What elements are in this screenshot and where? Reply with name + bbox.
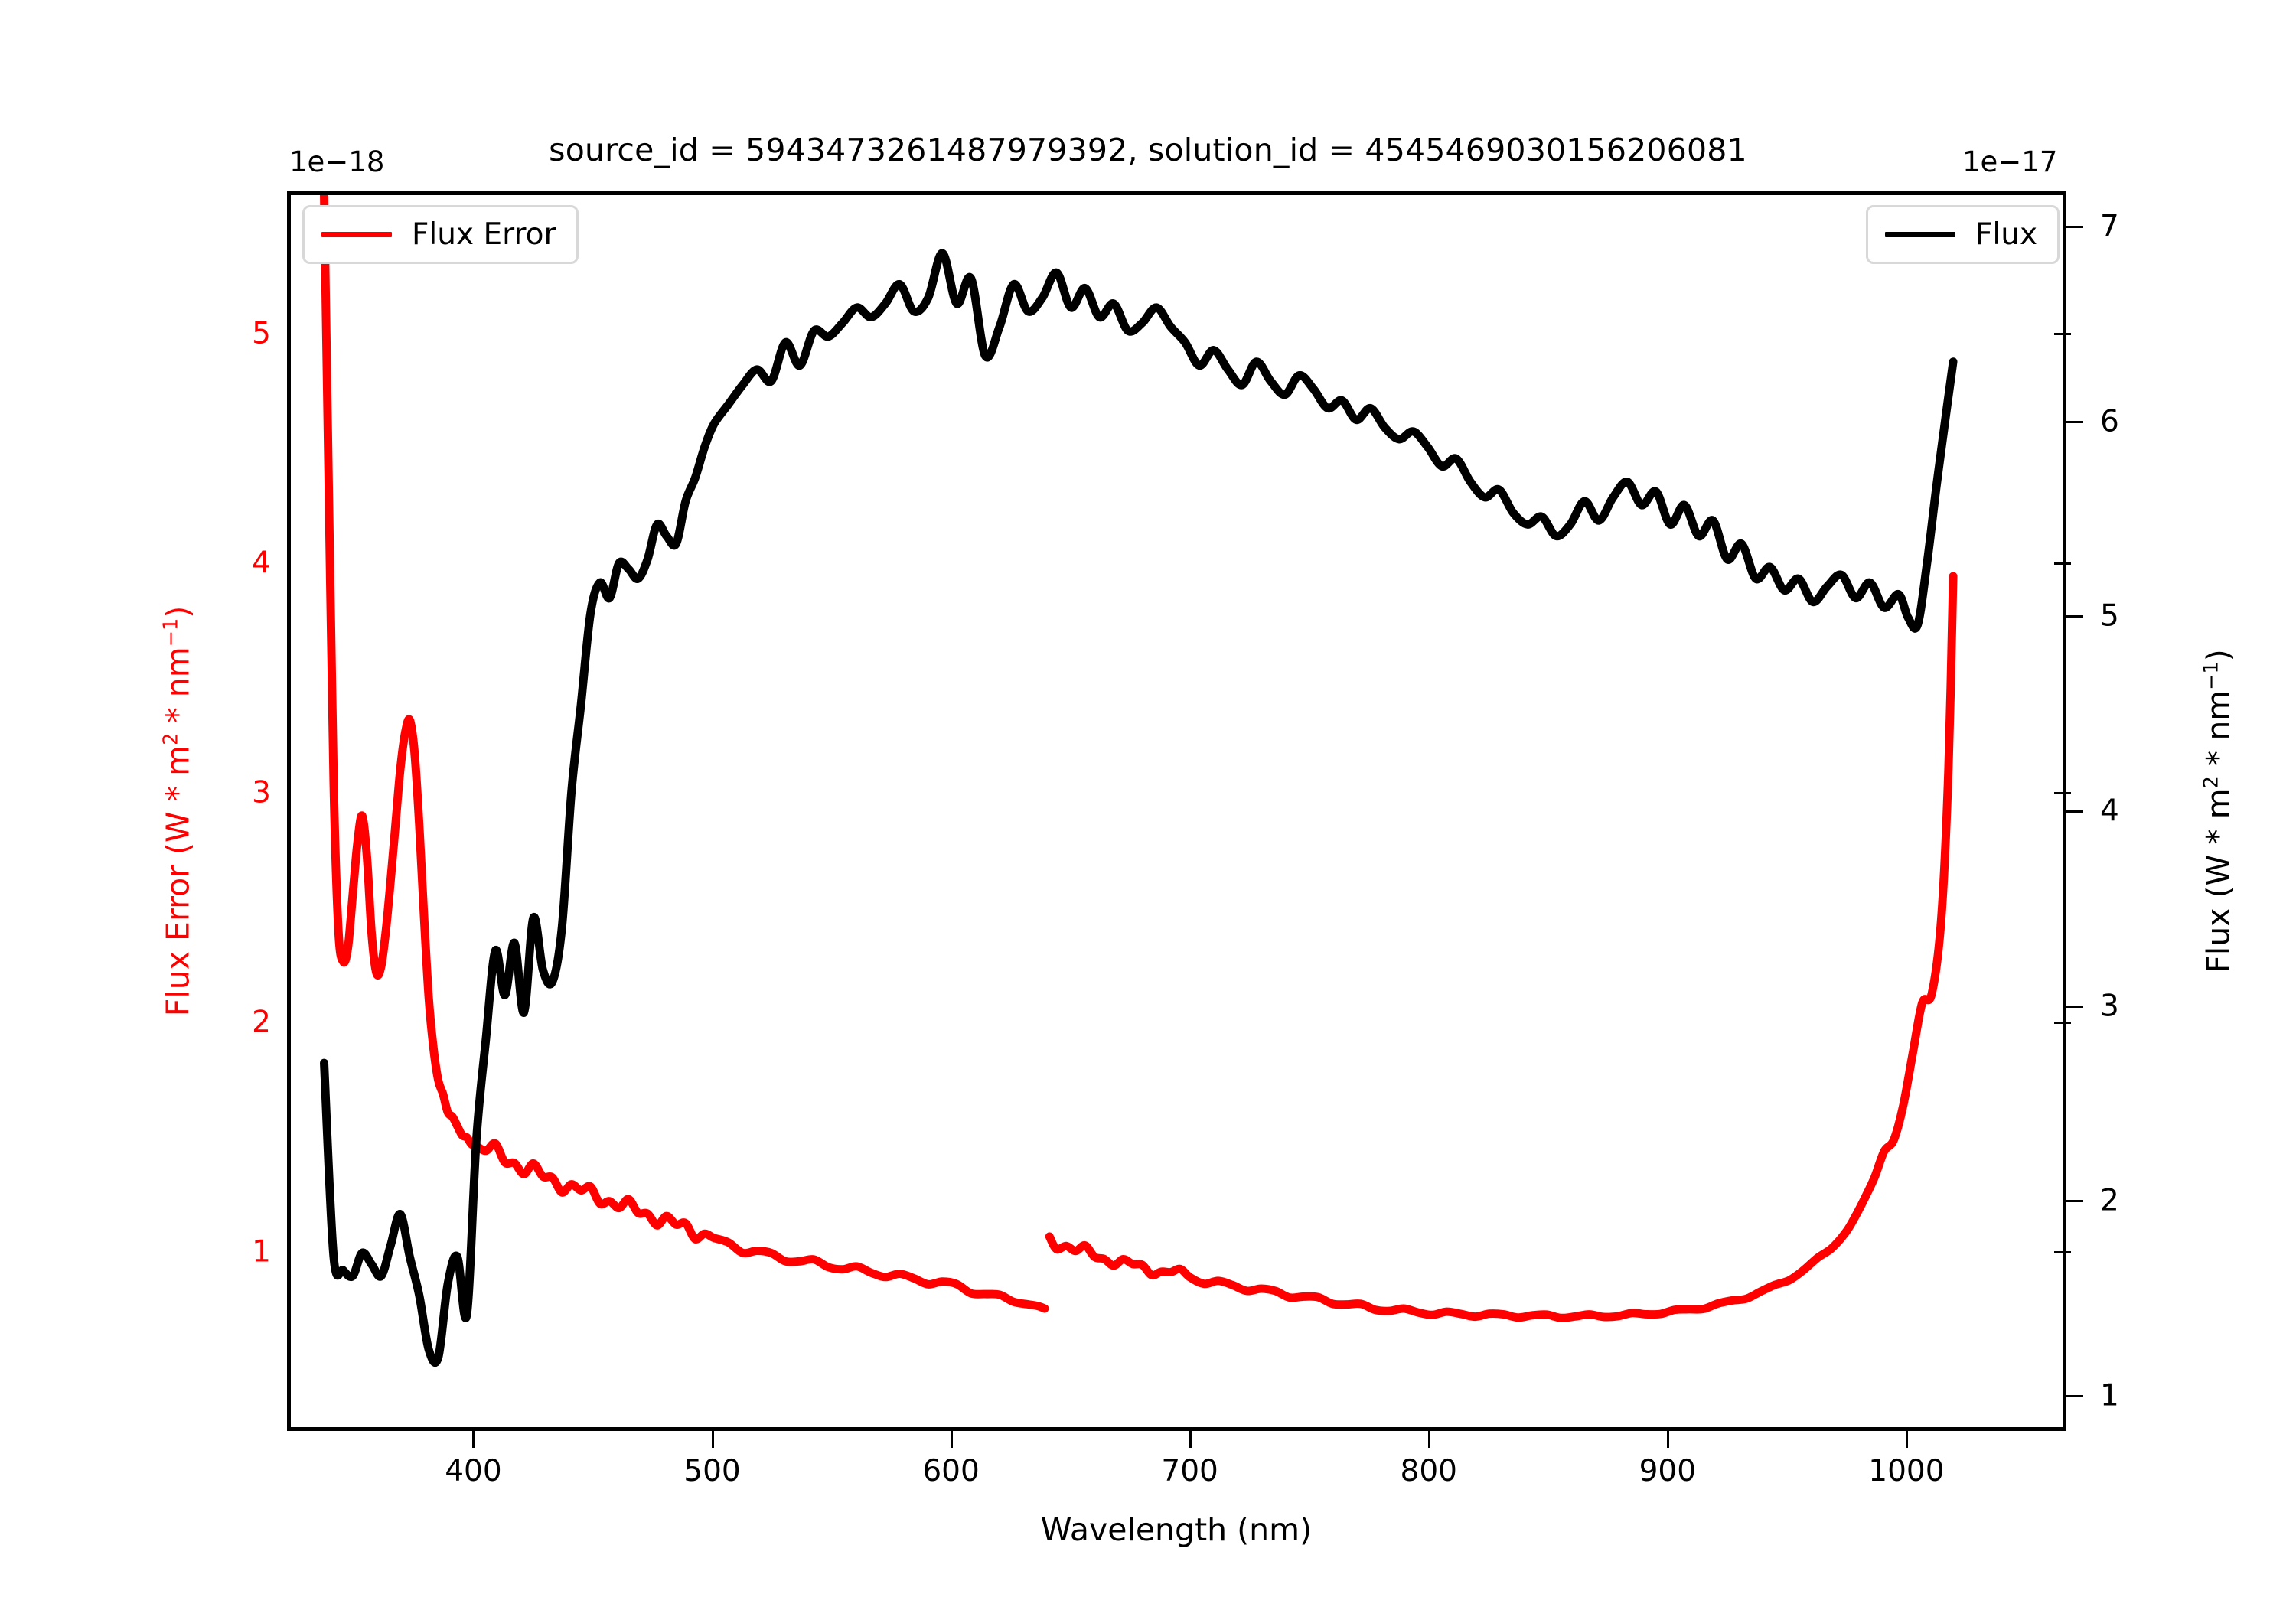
right-axis-tick-label: 4 [2100, 794, 2119, 829]
right-axis-tick [2066, 420, 2083, 423]
left-axis-tick-label: 5 [252, 316, 271, 351]
left-axis-tick [2054, 562, 2071, 565]
left-axis-tick [2054, 792, 2071, 794]
legend-line-flux-error [321, 232, 392, 237]
right-axis-tick-label: 1 [2100, 1378, 2119, 1413]
left-axis-tick-label: 4 [252, 546, 271, 581]
right-axis-tick-label: 5 [2100, 598, 2119, 634]
legend-label-flux-error: Flux Error [412, 217, 556, 252]
right-axis-offset-label: 1e−17 [1962, 145, 2058, 178]
x-axis-tick [950, 1431, 953, 1448]
x-axis-tick-label: 600 [922, 1454, 980, 1488]
x-axis-tick-label: 500 [683, 1454, 741, 1488]
legend-flux[interactable]: Flux [1866, 205, 2060, 264]
flux-curve [320, 249, 1958, 1367]
right-axis-tick-label: 2 [2100, 1183, 2119, 1218]
left-axis-tick-label: 2 [252, 1005, 271, 1040]
spectrum-curves [320, 195, 1958, 1367]
right-axis-tick [2066, 1200, 2083, 1203]
flux-error-curve [320, 195, 1958, 1322]
right-axis-tick [2066, 810, 2083, 813]
x-axis-tick [1189, 1431, 1192, 1448]
left-axis-tick [2054, 1251, 2071, 1253]
legend-label-flux: Flux [1975, 217, 2038, 252]
x-axis-tick-label: 1000 [1868, 1454, 1945, 1488]
x-axis-tick [1666, 1431, 1669, 1448]
legend-flux-error[interactable]: Flux Error [302, 205, 579, 264]
x-axis-tick-label: 700 [1161, 1454, 1218, 1488]
right-axis-tick-label: 3 [2100, 989, 2119, 1024]
x-axis-tick [1905, 1431, 1908, 1448]
plot-axes-frame [287, 191, 2066, 1431]
x-axis-tick-label: 900 [1639, 1454, 1697, 1488]
right-axis-tick [2066, 1005, 2083, 1008]
left-axis-label: Flux Error (W * m2 * nm−1) [158, 605, 197, 1017]
right-axis-tick-label: 6 [2100, 404, 2119, 439]
left-axis-tick [2054, 333, 2071, 335]
x-axis-tick [472, 1431, 475, 1448]
plot-title: source_id = 5943473261487979392, solutio… [549, 132, 1747, 168]
right-axis-tick-label: 7 [2100, 209, 2119, 244]
right-axis-tick [2066, 615, 2083, 618]
x-axis-tick [711, 1431, 714, 1448]
left-axis-offset-label: 1e−18 [289, 145, 385, 178]
right-axis-label: Flux (W * m2 * nm−1) [2199, 649, 2237, 973]
x-axis-tick [1427, 1431, 1430, 1448]
x-axis-label: Wavelength (nm) [1040, 1511, 1313, 1548]
right-axis-tick [2066, 225, 2083, 228]
legend-line-flux [1885, 232, 1955, 237]
left-axis-tick-label: 1 [252, 1234, 271, 1270]
left-axis-tick [2054, 1022, 2071, 1024]
x-axis-tick-label: 800 [1400, 1454, 1457, 1488]
right-axis-tick [2066, 1395, 2083, 1398]
left-axis-tick-label: 3 [252, 775, 271, 810]
x-axis-tick-label: 400 [445, 1454, 502, 1488]
